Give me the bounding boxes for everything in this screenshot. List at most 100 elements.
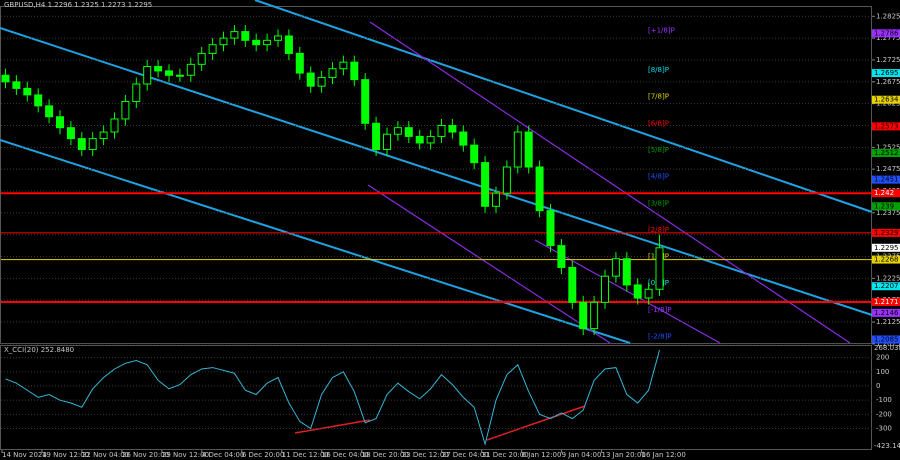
- x-tick-label: 9 Jan 04:00: [562, 451, 602, 459]
- candle-body: [56, 116, 64, 129]
- price-tag: [872, 189, 900, 198]
- divergence-line: [486, 405, 586, 441]
- x-tick-label: 18 Dec 20:00: [362, 451, 409, 459]
- candle-body: [317, 76, 326, 87]
- price-tag-label: 1.2268: [874, 256, 899, 264]
- y-tick-label: 1.2225: [876, 274, 900, 282]
- price-tag-label: 1.2573: [874, 122, 899, 130]
- channel-line: [0, 139, 631, 344]
- y-tick-label: 1.2725: [876, 56, 900, 64]
- price-tag: [872, 308, 900, 317]
- price-tag: [872, 297, 900, 306]
- cci-line: [5, 350, 660, 447]
- cci-title: X_CCI(20) 252.8480: [4, 346, 74, 354]
- price-tag: [872, 122, 900, 131]
- candle-body: [383, 133, 391, 151]
- candle-body: [644, 288, 653, 299]
- price-tag: [872, 282, 900, 291]
- candle-body: [110, 118, 119, 133]
- y-tick-label: 1.2775: [876, 34, 900, 42]
- candle-body: [513, 131, 522, 168]
- y-tick-label: 100: [876, 368, 889, 376]
- price-tag-label: 1.2695: [874, 69, 899, 77]
- x-tick-label: 16 Jan 12:00: [642, 451, 686, 459]
- candle-body: [393, 127, 402, 135]
- x-tick-label: 27 Dec 04:00: [442, 451, 489, 459]
- y-tick-label: 1.2075: [876, 340, 900, 348]
- candle-body: [154, 66, 163, 72]
- candle-body: [459, 131, 468, 146]
- candle-body: [535, 166, 544, 212]
- price-tag: [872, 255, 900, 264]
- candle-body: [252, 39, 261, 46]
- candle-body: [557, 245, 566, 268]
- candle-body: [601, 275, 609, 303]
- x-tick-label: 19 Nov 12:00: [42, 451, 89, 459]
- x-tick-label: 13 Jan 20:00: [602, 451, 646, 459]
- price-tag-label: 1.239: [874, 202, 894, 210]
- price-tag: [872, 69, 900, 78]
- x-tick-label: 6 Dec 20:00: [242, 451, 285, 459]
- candle-body: [437, 124, 446, 137]
- candle-body: [372, 122, 381, 151]
- y-limit-label: 268.0383: [874, 344, 900, 352]
- chart-title: GBPUSD,H4 1.2296 1.2325 1.2273 1.2295: [4, 1, 152, 9]
- candle-body: [622, 258, 631, 286]
- candle-body: [241, 31, 250, 41]
- y-tick-label: -100: [876, 396, 892, 404]
- price-tag-label: 1.2451: [874, 176, 899, 184]
- level-label: [3/8]P: [648, 199, 669, 207]
- candle-body: [470, 144, 479, 164]
- candle-body: [66, 127, 75, 140]
- candle-body: [197, 52, 206, 65]
- candle-body: [186, 63, 195, 76]
- level-label: [7/8]P: [648, 93, 669, 101]
- channel-line: [369, 21, 851, 344]
- current-price-label: 1.2295: [874, 244, 899, 252]
- x-tick-label: 14 Nov 2024: [2, 451, 47, 459]
- candle-body: [611, 258, 620, 277]
- candle-body: [590, 301, 599, 330]
- level-label: [4/8]P: [648, 173, 669, 181]
- price-tag-label: 1.242: [874, 189, 894, 197]
- price-tag: [872, 149, 900, 158]
- price-tag: [872, 95, 900, 104]
- candle-body: [175, 74, 184, 77]
- y-limit-label: -423.144: [874, 442, 900, 450]
- x-tick-label: 11 Dec 12:00: [282, 451, 329, 459]
- level-label: [+1/8]P: [648, 26, 675, 34]
- candle-body: [45, 105, 54, 118]
- cci-panel: [0, 345, 872, 450]
- candle-body: [492, 192, 500, 207]
- candle-body: [230, 31, 239, 39]
- candle-body: [23, 87, 32, 96]
- x-tick-label: 31 Dec 20:00: [482, 451, 529, 459]
- level-label: [-2/8]P: [648, 333, 671, 341]
- candle-body: [448, 124, 457, 133]
- y-tick-label: 200: [876, 354, 889, 362]
- candle-body: [208, 44, 217, 54]
- candle-body: [295, 52, 304, 74]
- y-tick-label: 1.2125: [876, 318, 900, 326]
- candle-body: [339, 61, 348, 70]
- price-tag-label: 1.2634: [874, 96, 899, 104]
- candle-body: [12, 81, 21, 89]
- candle-body: [426, 135, 435, 144]
- candle-body: [99, 131, 108, 140]
- candle-body: [1, 74, 10, 83]
- candle-body: [568, 266, 577, 303]
- level-label: [6/8]P: [648, 119, 669, 127]
- x-tick-label: 16 Dec 04:00: [322, 451, 369, 459]
- channel-line: [367, 184, 611, 344]
- y-tick-label: 1.2375: [876, 209, 900, 217]
- candle-body: [361, 79, 370, 124]
- price-tag-label: 1.2171: [874, 298, 899, 306]
- level-label: [-1/8]P: [648, 306, 671, 314]
- candle-body: [350, 61, 359, 81]
- candle-body: [219, 37, 228, 46]
- x-tick-label: 6 Jan 12:00: [522, 451, 562, 459]
- y-tick-label: -200: [876, 410, 892, 418]
- channel-line: [254, 0, 873, 213]
